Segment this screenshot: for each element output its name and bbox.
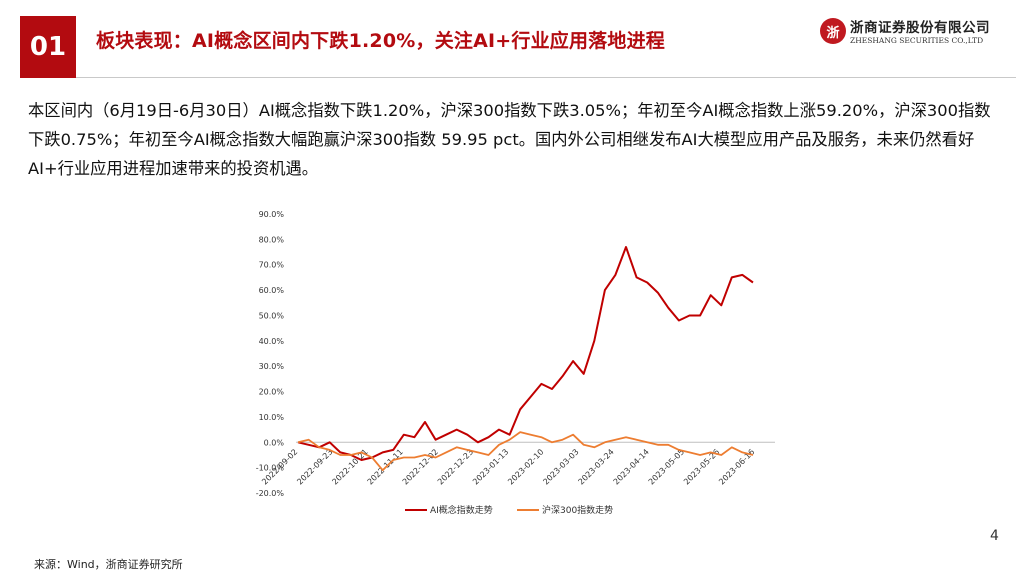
logo-mark-icon: 浙 xyxy=(820,18,846,44)
company-logo: 浙 浙商证券股份有限公司 ZHESHANG SECURITIES CO.,LTD xyxy=(820,16,1010,52)
performance-chart: 90.0% 80.0% 70.0% 60.0% 50.0% 40.0% 30.0% 20.0%… xyxy=(250,200,790,530)
legend-label-ai: AI概念指数走势 xyxy=(430,504,493,516)
y-tick-label: 90.0% xyxy=(259,210,285,219)
x-tick-label: 2022-12-23 xyxy=(436,447,475,486)
x-tick-label: 2023-02-10 xyxy=(506,447,545,486)
y-tick-label: 60.0% xyxy=(259,286,285,295)
page-title: 板块表现：AI概念区间内下跌1.20%，关注AI+行业应用落地进程 xyxy=(96,30,665,52)
logo-cn-text: 浙商证券股份有限公司 xyxy=(850,20,990,36)
logo-en-text: ZHESHANG SECURITIES CO.,LTD xyxy=(850,36,984,45)
y-tick-label: 40.0% xyxy=(259,337,285,346)
y-tick-label: 10.0% xyxy=(259,413,285,422)
x-tick-label: 2022-12-02 xyxy=(401,447,440,486)
section-number-badge: 01 xyxy=(20,16,76,78)
y-tick-label: -20.0% xyxy=(256,489,285,498)
x-tick-label: 2023-05-05 xyxy=(647,447,686,486)
y-tick-label: 50.0% xyxy=(259,311,285,320)
x-tick-label: 2023-04-14 xyxy=(612,447,651,486)
summary-text: 本区间内（6月19日-6月30日）AI概念指数下跌1.20%，沪深300指数下跌… xyxy=(28,101,991,178)
y-tick-label: -10.0% xyxy=(256,464,285,473)
y-tick-label: 30.0% xyxy=(259,362,285,371)
series-line-ai xyxy=(297,246,754,461)
x-tick-label: 2022-09-23 xyxy=(295,447,334,486)
series-line-hs300 xyxy=(297,431,754,472)
source-note: 来源：Wind，浙商证券研究所 xyxy=(34,558,183,571)
page-number: 4 xyxy=(990,528,999,544)
chart-svg: 90.0% 80.0% 70.0% 60.0% 50.0% 40.0% 30.0% 20.0%… xyxy=(256,210,775,516)
header-divider xyxy=(76,77,1016,78)
y-tick-label: 70.0% xyxy=(259,261,285,270)
x-tick-label: 2023-03-24 xyxy=(577,447,616,486)
y-tick-label: 20.0% xyxy=(259,388,285,397)
y-tick-label: 80.0% xyxy=(259,235,285,244)
legend-label-hs300: 沪深300指数走势 xyxy=(542,504,613,516)
x-tick-label: 2023-03-03 xyxy=(541,447,580,486)
y-tick-label: 0.0% xyxy=(264,438,285,447)
